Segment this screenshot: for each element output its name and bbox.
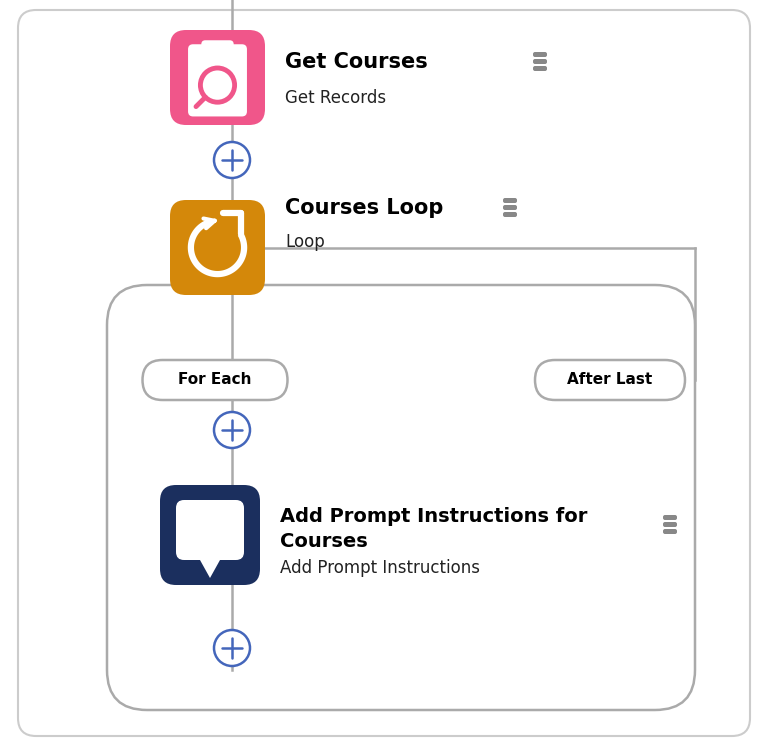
- FancyBboxPatch shape: [201, 40, 233, 54]
- FancyBboxPatch shape: [533, 52, 547, 57]
- Text: Loop: Loop: [285, 233, 325, 251]
- FancyBboxPatch shape: [503, 205, 517, 210]
- Circle shape: [214, 142, 250, 178]
- Text: For Each: For Each: [178, 372, 252, 387]
- Text: Add Prompt Instructions for
Courses: Add Prompt Instructions for Courses: [280, 507, 588, 551]
- FancyBboxPatch shape: [533, 59, 547, 64]
- Text: Get Courses: Get Courses: [285, 52, 428, 72]
- FancyBboxPatch shape: [18, 10, 750, 736]
- FancyBboxPatch shape: [503, 198, 517, 203]
- Circle shape: [214, 412, 250, 448]
- FancyBboxPatch shape: [533, 66, 547, 71]
- Text: Courses Loop: Courses Loop: [285, 198, 443, 218]
- FancyBboxPatch shape: [188, 44, 247, 116]
- FancyBboxPatch shape: [663, 529, 677, 534]
- FancyBboxPatch shape: [176, 500, 244, 560]
- Text: Add Prompt Instructions: Add Prompt Instructions: [280, 559, 480, 577]
- FancyBboxPatch shape: [503, 212, 517, 217]
- Text: After Last: After Last: [568, 372, 653, 387]
- FancyBboxPatch shape: [107, 285, 695, 710]
- FancyBboxPatch shape: [535, 360, 685, 400]
- FancyBboxPatch shape: [143, 360, 287, 400]
- FancyBboxPatch shape: [663, 515, 677, 520]
- FancyBboxPatch shape: [160, 485, 260, 585]
- FancyBboxPatch shape: [663, 522, 677, 527]
- Polygon shape: [200, 560, 220, 578]
- FancyBboxPatch shape: [170, 30, 265, 125]
- FancyBboxPatch shape: [170, 200, 265, 295]
- Text: Get Records: Get Records: [285, 89, 386, 107]
- Circle shape: [214, 630, 250, 666]
